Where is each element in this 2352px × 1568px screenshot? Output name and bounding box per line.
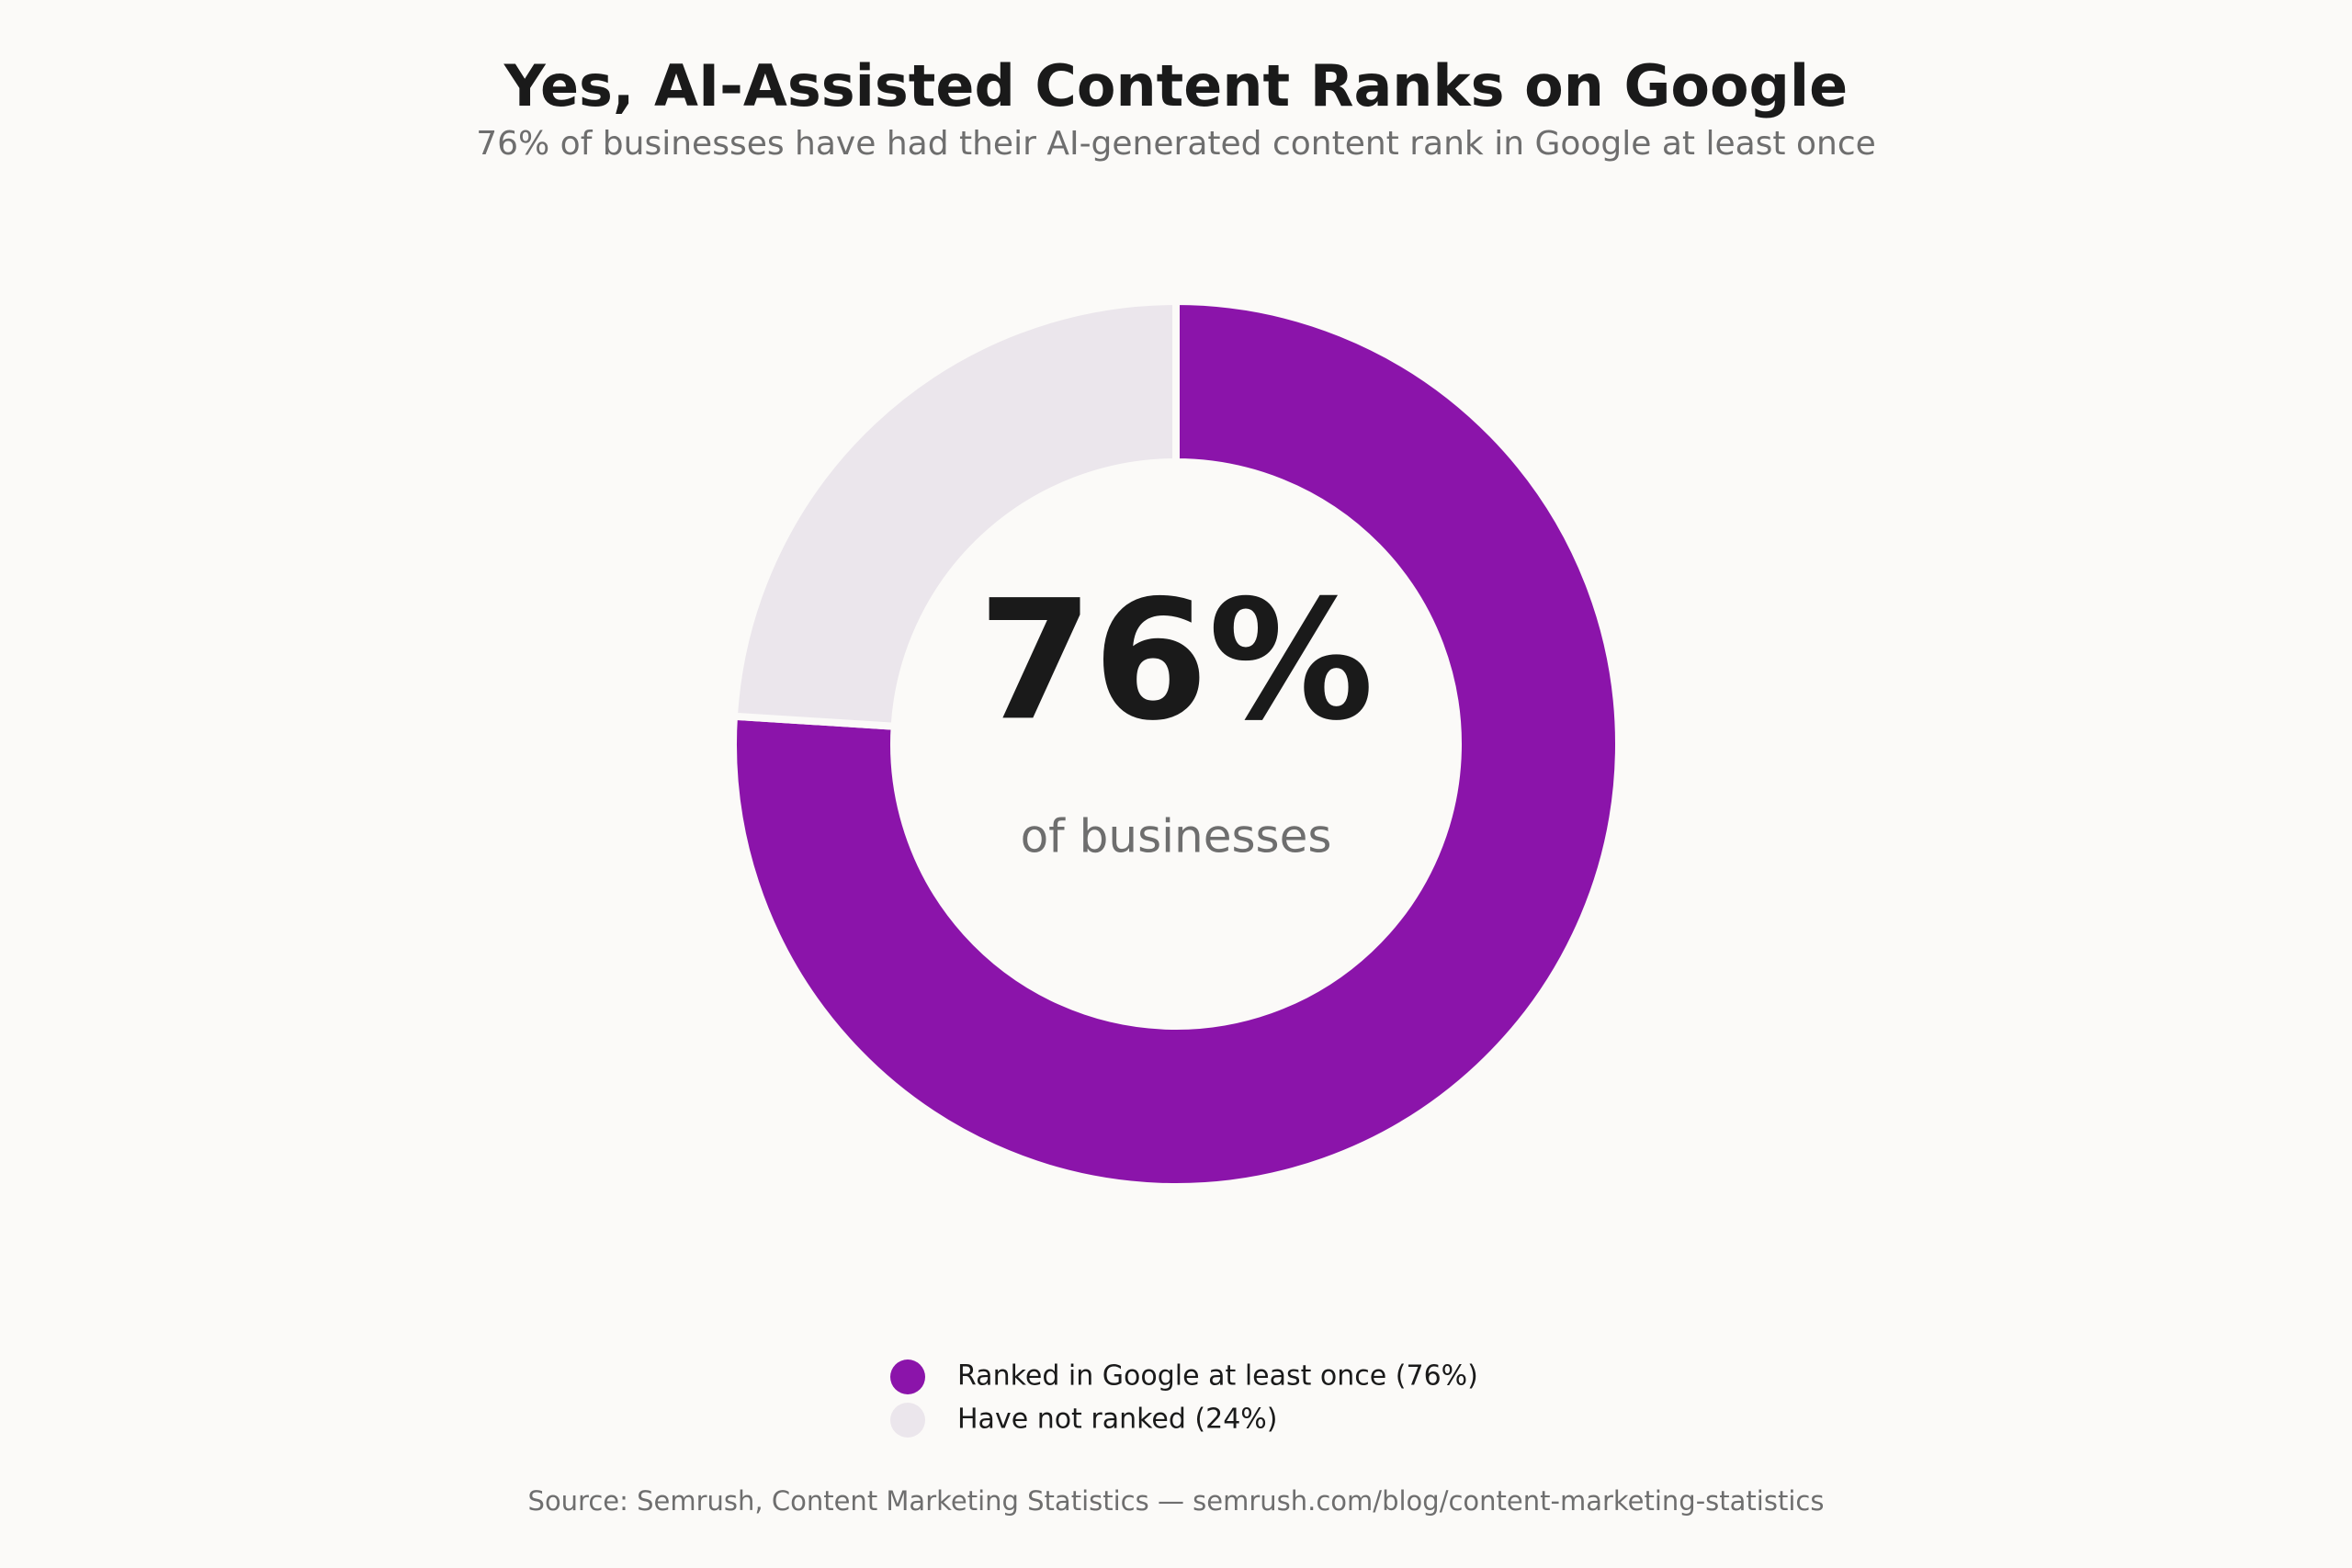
center-caption: of businesses — [1021, 810, 1332, 863]
donut-segment — [729, 297, 1180, 730]
chart-title: Yes, AI-Assisted Content Ranks on Google — [503, 52, 1848, 119]
legend-label: Have not ranked (24%) — [957, 1404, 1278, 1436]
donut — [729, 297, 1623, 1190]
donut-segment — [729, 297, 1623, 1190]
center-value: 76% — [978, 565, 1374, 757]
legend-label: Ranked in Google at least once (76%) — [957, 1360, 1478, 1393]
legend-swatch — [890, 1403, 925, 1438]
source-note: Source: Semrush, Content Marketing Stati… — [528, 1485, 1825, 1517]
legend-swatch — [890, 1359, 925, 1394]
legend: Ranked in Google at least once (76%) Have… — [890, 1359, 1478, 1438]
chart-subtitle: 76% of businesses have had their AI-gene… — [476, 125, 1876, 163]
